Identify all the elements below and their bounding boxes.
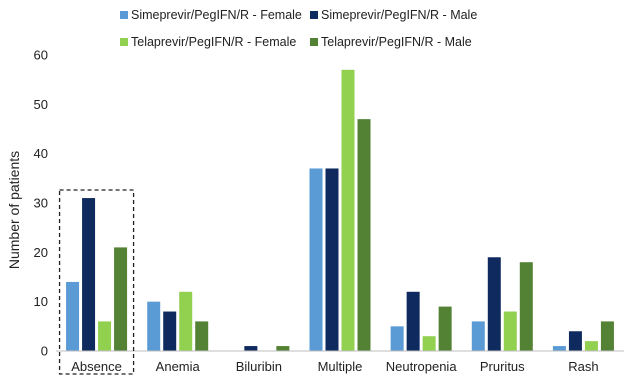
x-tick-label-biluribin: Biluribin [236,359,282,374]
bar-anemia-simeprevir-pegifn-r-male [163,311,177,351]
bar-absence-simeprevir-pegifn-r-male [82,198,96,351]
y-tick-label: 60 [34,48,48,63]
x-tick-label-absence: Absence [71,359,122,374]
y-axis-ticks: 0 10 20 30 40 50 60 [34,48,48,359]
bar-multiple-simeprevir-pegifn-r-male [325,168,339,351]
x-tick-label-pruritus: Pruritus [480,359,525,374]
bar-pruritus-telaprevir-pegifn-r-female [503,311,517,351]
bar-rash-simeprevir-pegifn-r-female [552,346,566,351]
absence-highlight-box [58,189,135,375]
bar-multiple-telaprevir-pegifn-r-female [341,69,355,352]
bar-multiple-simeprevir-pegifn-r-female [309,168,323,351]
legend-swatch-telaprevir-pegifn-r-male [310,38,318,46]
y-tick-label: 40 [34,146,48,161]
legend-label-telaprevir-pegifn-r-male: Telaprevir/PegIFN/R - Male [321,35,472,49]
bar-neutropenia-simeprevir-pegifn-r-female [390,326,404,351]
bar-neutropenia-simeprevir-pegifn-r-male [406,291,420,351]
x-tick-label-multiple: Multiple [318,359,363,374]
legend-swatch-simeprevir-pegifn-r-female [120,11,128,19]
bar-anemia-telaprevir-pegifn-r-male [195,321,209,351]
y-tick-label: 0 [41,344,48,359]
legend-swatch-simeprevir-pegifn-r-male [310,11,318,19]
bar-absence-telaprevir-pegifn-r-female [98,321,112,351]
bar-rash-telaprevir-pegifn-r-female [584,341,598,351]
bar-anemia-telaprevir-pegifn-r-female [179,291,193,351]
bars [66,69,614,352]
bar-absence-telaprevir-pegifn-r-male [114,247,128,351]
legend-label-simeprevir-pegifn-r-female: Simeprevir/PegIFN/R - Female [131,8,302,22]
bar-neutropenia-telaprevir-pegifn-r-male [438,306,452,351]
x-tick-label-rash: Rash [568,359,598,374]
bar-neutropenia-telaprevir-pegifn-r-female [422,336,436,351]
bar-pruritus-telaprevir-pegifn-r-male [519,262,533,351]
bar-biluribin-simeprevir-pegifn-r-male [244,346,258,351]
bar-rash-simeprevir-pegifn-r-male [568,331,582,351]
chart-legend: Simeprevir/PegIFN/R - Female Simeprevir/P… [120,8,477,49]
y-tick-label: 50 [34,97,48,112]
y-tick-label: 30 [34,196,48,211]
legend-swatch-telaprevir-pegifn-r-female [120,38,128,46]
legend-label-telaprevir-pegifn-r-female: Telaprevir/PegIFN/R - Female [131,35,296,49]
bar-pruritus-simeprevir-pegifn-r-male [487,257,501,351]
x-axis-labels: Absence Anemia Biluribin Multiple Neutropeni… [71,359,598,374]
bar-anemia-simeprevir-pegifn-r-female [147,301,161,351]
x-tick-label-neutropenia: Neutropenia [386,359,458,374]
x-tick-label-anemia: Anemia [156,359,201,374]
bar-multiple-telaprevir-pegifn-r-male [357,119,371,351]
bar-pruritus-simeprevir-pegifn-r-female [471,321,485,351]
bar-biluribin-telaprevir-pegifn-r-male [276,346,290,351]
legend-label-simeprevir-pegifn-r-male: Simeprevir/PegIFN/R - Male [321,8,477,22]
bar-rash-telaprevir-pegifn-r-male [600,321,614,351]
y-axis-title: Number of patients [6,151,22,269]
y-tick-label: 10 [34,294,48,309]
bar-absence-simeprevir-pegifn-r-female [66,281,80,351]
y-tick-label: 20 [34,245,48,260]
